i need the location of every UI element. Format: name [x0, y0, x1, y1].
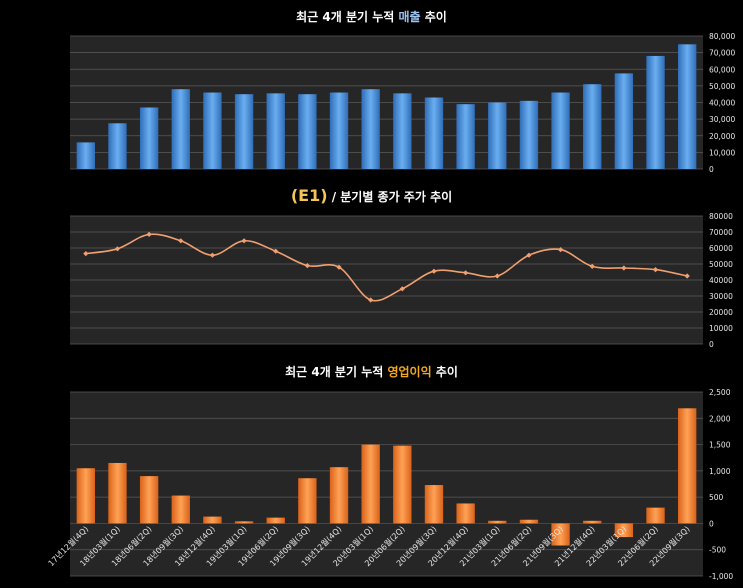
sales-y-tick-label: 80,000 — [709, 32, 735, 41]
price-y-tick-label: 70000 — [709, 228, 733, 237]
price-y-tick-label: 20000 — [709, 308, 733, 317]
sales-bar — [677, 44, 697, 169]
price-y-tick-label: 40000 — [709, 276, 733, 285]
sales-bar — [583, 84, 602, 169]
sales-bar — [298, 94, 317, 169]
op-bar — [456, 503, 475, 524]
price-point — [526, 252, 532, 258]
op-chart-title: 최근 4개 분기 누적 영업이익 추이 — [285, 365, 458, 379]
op-y-tick-label: 2,500 — [709, 388, 731, 397]
sales-bar — [614, 73, 634, 169]
op-bar — [424, 485, 444, 524]
op-bar — [614, 523, 634, 538]
sales-bar — [266, 93, 285, 169]
op-bar — [234, 521, 254, 524]
op-y-tick-label: -1,000 — [709, 572, 733, 581]
price-y-tick-label: 30000 — [709, 292, 733, 301]
sales-chart: 0 10,000 20,000 30,000 40,000 50,000 60,000 70,… — [70, 32, 735, 174]
op-plot-area — [70, 392, 703, 576]
price-chart: 0 10000 20000 30000 40000 50000 60000 70000 8000… — [70, 212, 733, 349]
sales-bar — [646, 55, 665, 170]
price-point — [494, 273, 500, 279]
sales-bar — [456, 104, 475, 169]
price-point — [336, 264, 342, 270]
sales-bar — [393, 93, 412, 169]
op-bar — [329, 467, 349, 524]
sales-bar — [424, 97, 444, 169]
sales-y-tick-label: 50,000 — [709, 82, 735, 91]
price-y-tick-label: 10000 — [709, 324, 733, 333]
price-y-tick-label: 0 — [709, 340, 714, 349]
sales-bar — [203, 92, 222, 169]
sales-bar — [551, 92, 570, 169]
sales-bar — [361, 89, 380, 169]
sales-y-tick-label: 60,000 — [709, 65, 735, 74]
sales-y-tick-label: 0 — [709, 165, 714, 174]
sales-bar — [234, 94, 254, 169]
price-point — [146, 231, 152, 237]
price-chart-title: (E1) / 분기별 종가 주가 추이 — [290, 186, 453, 205]
price-y-tick-label: 80000 — [709, 212, 733, 221]
price-point — [114, 246, 121, 252]
op-bar — [203, 516, 222, 524]
op-y-tick-label: 1,000 — [709, 467, 731, 476]
price-y-tick-label: 50000 — [709, 260, 733, 269]
sales-y-tick-label: 40,000 — [709, 99, 735, 108]
price-point — [209, 252, 216, 258]
op-bar — [108, 462, 127, 524]
op-bar — [583, 520, 602, 524]
op-bar — [298, 478, 317, 524]
price-point — [399, 286, 405, 292]
sales-bar — [329, 92, 349, 169]
price-point — [304, 263, 310, 269]
op-y-tick-label: 2,000 — [709, 414, 731, 423]
sales-bar — [108, 123, 127, 169]
sales-bar — [139, 107, 159, 169]
op-bar — [488, 520, 507, 524]
price-point — [652, 267, 659, 273]
price-y-tick-label: 60000 — [709, 244, 733, 253]
price-point — [463, 270, 469, 276]
op-y-tick-label: 0 — [709, 519, 714, 528]
sales-bar — [488, 102, 507, 169]
sales-y-tick-label: 20,000 — [709, 132, 735, 141]
price-point — [368, 297, 374, 303]
price-point — [684, 273, 690, 279]
price-point — [178, 238, 184, 244]
price-point — [241, 238, 247, 244]
price-point — [589, 263, 595, 269]
op-bar — [393, 445, 412, 524]
op-y-tick-label: 1,500 — [709, 441, 731, 450]
op-bar — [677, 408, 697, 524]
sales-y-tick-label: 30,000 — [709, 115, 735, 124]
op-bar — [551, 523, 570, 546]
sales-y-tick-label: 10,000 — [709, 148, 735, 157]
price-point — [431, 268, 437, 274]
sales-bar — [76, 142, 96, 169]
sales-bar — [171, 89, 190, 169]
op-y-tick-label: 500 — [709, 493, 724, 502]
price-point — [557, 247, 564, 253]
sales-y-tick-label: 70,000 — [709, 49, 735, 58]
op-profit-chart: -1,000-50005001,0001,5002,0002,50017년12월… — [46, 388, 734, 581]
op-bar — [171, 495, 190, 524]
op-y-tick-label: -500 — [709, 546, 726, 555]
price-series-line — [85, 233, 688, 302]
op-bar — [266, 517, 285, 524]
price-point — [83, 251, 89, 257]
op-bar — [361, 444, 380, 524]
price-point — [273, 248, 279, 254]
op-bar — [76, 468, 96, 524]
sales-chart-title: 최근 4개 분기 누적 매출 추이 — [296, 10, 447, 24]
op-bar — [139, 476, 159, 524]
op-bar — [646, 507, 665, 524]
op-bar — [519, 519, 539, 524]
price-point — [621, 265, 627, 271]
sales-bar — [519, 100, 539, 169]
